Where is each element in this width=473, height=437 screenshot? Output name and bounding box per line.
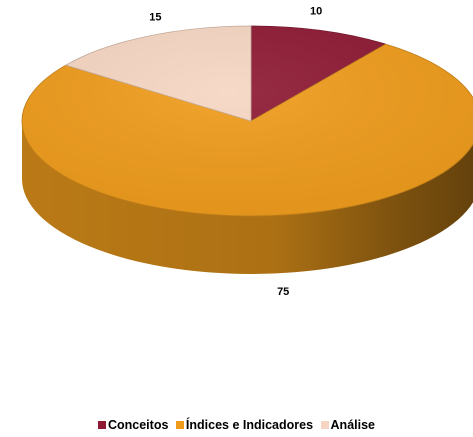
legend-item-indices-e-indicadores: Índices e Indicadores xyxy=(175,418,314,432)
data-label-conceitos: 10 xyxy=(310,6,322,18)
legend-swatch-conceitos xyxy=(97,421,106,429)
legend: Conceitos Índices e Indicadores Análise xyxy=(0,418,473,432)
pie-top-sheen xyxy=(22,26,473,216)
pie-side-shading-indices-e-indicadores xyxy=(22,121,473,274)
legend-label-analise: Análise xyxy=(330,418,375,432)
pie-sides xyxy=(22,121,473,274)
legend-label-conceitos: Conceitos xyxy=(107,418,169,432)
legend-label-indices-e-indicadores: Índices e Indicadores xyxy=(185,418,314,432)
legend-item-analise: Análise xyxy=(320,418,375,432)
data-label-analise: 15 xyxy=(149,11,161,23)
data-label-indices-e-indicadores: 75 xyxy=(277,286,289,298)
pie-data-labels: 10 75 15 xyxy=(149,6,322,298)
legend-swatch-analise xyxy=(320,421,329,429)
legend-item-conceitos: Conceitos xyxy=(97,418,169,432)
pie-tops xyxy=(21,25,473,217)
legend-swatch-indices-e-indicadores xyxy=(175,421,184,429)
